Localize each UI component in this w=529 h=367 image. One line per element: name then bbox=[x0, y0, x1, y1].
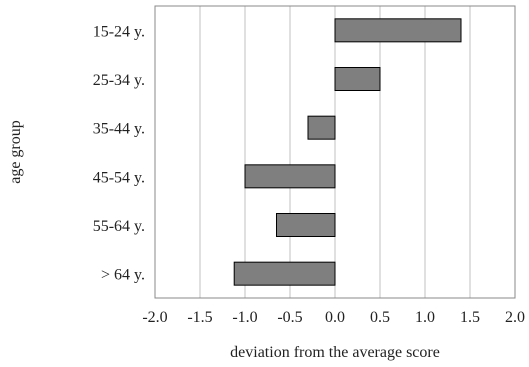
bar bbox=[276, 213, 336, 237]
x-tick-label: 1.5 bbox=[460, 309, 480, 326]
bars bbox=[233, 18, 462, 286]
x-tick-label: -1.5 bbox=[187, 309, 212, 326]
x-tick-label: -1.0 bbox=[232, 309, 257, 326]
category-label: > 64 y. bbox=[101, 267, 145, 284]
x-tick-label: 2.0 bbox=[505, 309, 525, 326]
category-labels: 15-24 y. 25-34 y. 35-44 y. 45-54 y. 55-64 y.… bbox=[93, 23, 145, 283]
category-label: 15-24 y. bbox=[93, 23, 145, 40]
plot-frame bbox=[154, 5, 516, 299]
bar bbox=[307, 115, 336, 140]
bar bbox=[334, 67, 381, 91]
x-tick-label: -2.0 bbox=[142, 309, 167, 326]
bar bbox=[334, 18, 462, 43]
x-tick-label: 0.0 bbox=[325, 309, 345, 326]
category-label: 55-64 y. bbox=[93, 218, 145, 235]
x-axis-title: deviation from the average score bbox=[230, 344, 440, 361]
bar bbox=[244, 164, 336, 189]
x-tick-label: 0.5 bbox=[370, 309, 390, 326]
y-axis-title: age group bbox=[7, 120, 24, 184]
category-label: 25-34 y. bbox=[93, 72, 145, 89]
vertical-gridlines bbox=[154, 6, 516, 298]
x-tick-label: 1.0 bbox=[415, 309, 435, 326]
category-label: 45-54 y. bbox=[93, 169, 145, 186]
x-tick-label: -0.5 bbox=[277, 309, 302, 326]
bar bbox=[233, 261, 336, 286]
category-label: 35-44 y. bbox=[93, 121, 145, 138]
x-tick-labels: -2.0 -1.5 -1.0 -0.5 0.0 0.5 1.0 1.5 2.0 bbox=[142, 309, 525, 326]
